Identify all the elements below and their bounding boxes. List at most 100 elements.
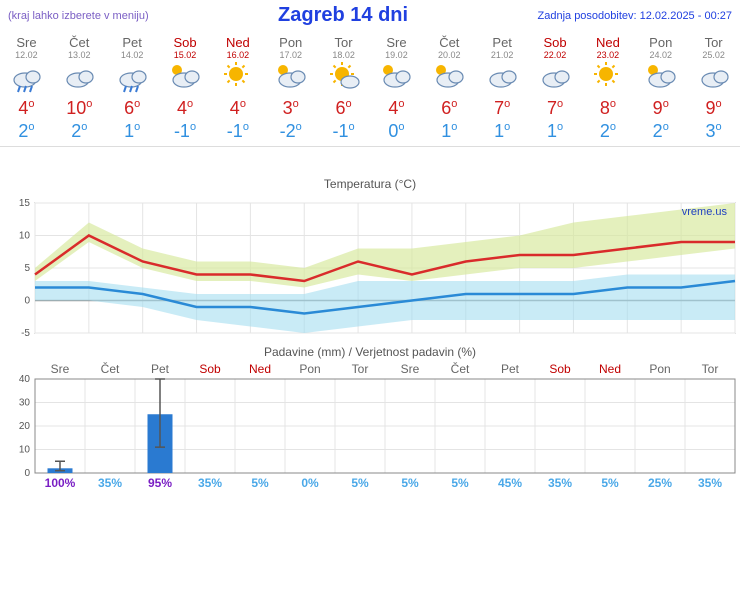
temp-high: 4o [370,94,423,119]
svg-text:Pon: Pon [299,362,320,376]
svg-text:5%: 5% [401,476,419,490]
svg-text:Tor: Tor [352,362,369,376]
weather-icon [53,60,106,94]
day-name: Čet [53,35,106,50]
temperature-chart-section: Temperatura (°C) -5-5005510101515vreme.u… [0,175,740,343]
day-column[interactable]: Ned23.028o2o [581,29,634,146]
day-column[interactable]: Tor18.02 6o-1o [317,29,370,146]
weather-icon [423,60,476,94]
svg-text:Pon: Pon [649,362,670,376]
svg-text:0%: 0% [301,476,319,490]
day-column[interactable]: Pet21.027o1o [476,29,529,146]
day-column[interactable]: Ned16.024o-1o [211,29,264,146]
day-column[interactable]: Sob15.024o-1o [159,29,212,146]
day-name: Čet [423,35,476,50]
day-column[interactable]: Čet13.0210o2o [53,29,106,146]
day-column[interactable]: Pon24.029o2o [634,29,687,146]
day-date: 20.02 [423,50,476,60]
svg-text:5: 5 [24,263,30,274]
svg-text:35%: 35% [198,476,222,490]
temp-low: 2o [53,119,106,142]
svg-text:40: 40 [19,374,31,385]
temp-high: 7o [529,94,582,119]
svg-text:Ned: Ned [249,362,271,376]
temp-high: 6o [317,94,370,119]
svg-text:Ned: Ned [599,362,621,376]
day-date: 19.02 [370,50,423,60]
precipitation-chart-title: Padavine (mm) / Verjetnost padavin (%) [0,343,740,361]
temp-low: 1o [423,119,476,142]
svg-text:Pet: Pet [501,362,520,376]
day-name: Sob [159,35,212,50]
temp-high: 8o [581,94,634,119]
svg-text:Sob: Sob [199,362,221,376]
day-column[interactable]: Čet20.02 6o1o [423,29,476,146]
weather-icon [264,60,317,94]
temp-low: -2o [264,119,317,142]
svg-text:Sre: Sre [51,362,70,376]
day-date: 14.02 [106,50,159,60]
temp-high: 9o [687,94,740,119]
svg-text:35%: 35% [98,476,122,490]
svg-text:Sob: Sob [549,362,571,376]
temp-high: 4o [159,94,212,119]
svg-text:Sre: Sre [401,362,420,376]
precipitation-chart-section: Padavine (mm) / Verjetnost padavin (%) S… [0,343,740,491]
temp-low: -1o [317,119,370,142]
weather-icon [0,60,53,94]
day-name: Sre [0,35,53,50]
temp-low: -1o [159,119,212,142]
svg-text:35%: 35% [698,476,722,490]
temp-low: 1o [529,119,582,142]
day-name: Pet [106,35,159,50]
svg-text:20: 20 [19,421,31,432]
weather-icon [581,60,634,94]
svg-text:15: 15 [19,198,31,209]
last-update: Zadnja posodobitev: 12.02.2025 - 00:27 [538,10,732,22]
svg-text:Pet: Pet [151,362,170,376]
day-name: Tor [317,35,370,50]
precipitation-chart: SreČetPetSobNedPonTorSreČetPetSobNedPonT… [0,361,740,491]
day-date: 16.02 [211,50,264,60]
forecast-days-row: Sre12.024o2oČet13.0210o2oPet14.026o1oSob… [0,29,740,147]
day-column[interactable]: Tor25.029o3o [687,29,740,146]
day-date: 22.02 [529,50,582,60]
temperature-chart: -5-5005510101515vreme.us [0,193,740,343]
svg-text:10: 10 [19,231,31,242]
day-name: Pon [264,35,317,50]
temp-low: 2o [581,119,634,142]
day-date: 25.02 [687,50,740,60]
temp-high: 4o [211,94,264,119]
temp-high: 6o [106,94,159,119]
day-column[interactable]: Sre19.024o0o [370,29,423,146]
weather-icon [106,60,159,94]
temp-high: 4o [0,94,53,119]
day-column[interactable]: Sob22.027o1o [529,29,582,146]
svg-text:5%: 5% [601,476,619,490]
day-column[interactable]: Pet14.02 6o1o [106,29,159,146]
day-column[interactable]: Sre12.024o2o [0,29,53,146]
weather-icon [159,60,212,94]
svg-text:95%: 95% [148,476,172,490]
temp-low: 1o [106,119,159,142]
svg-text:Čet: Čet [101,361,120,376]
day-date: 21.02 [476,50,529,60]
weather-icon [687,60,740,94]
temp-high: 9o [634,94,687,119]
svg-text:10: 10 [19,445,31,456]
day-column[interactable]: Pon17.023o-2o [264,29,317,146]
day-date: 13.02 [53,50,106,60]
temp-low: 2o [634,119,687,142]
temp-high: 3o [264,94,317,119]
svg-text:-5: -5 [21,328,30,339]
temp-high: 6o [423,94,476,119]
day-date: 18.02 [317,50,370,60]
weather-icon [370,60,423,94]
svg-text:30: 30 [19,398,31,409]
svg-text:0: 0 [24,296,30,307]
svg-text:25%: 25% [648,476,672,490]
menu-note[interactable]: (kraj lahko izberete v meniju) [8,10,149,22]
temp-low: 3o [687,119,740,142]
svg-text:vreme.us: vreme.us [682,206,728,218]
day-name: Pet [476,35,529,50]
